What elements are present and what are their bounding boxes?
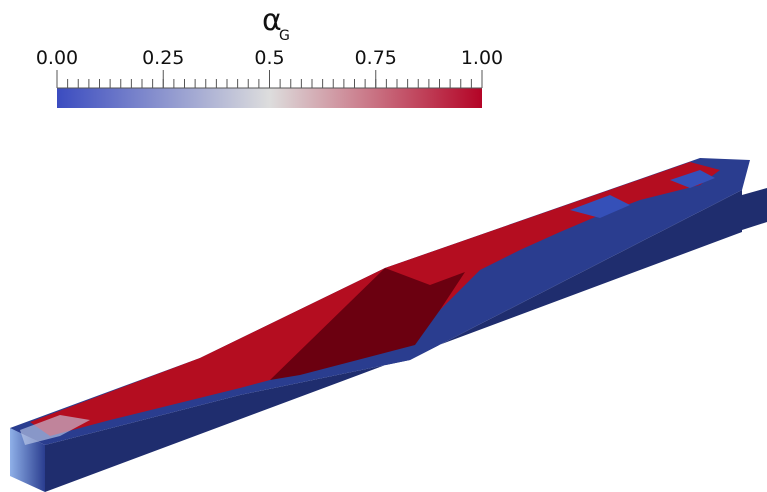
channel-geometry xyxy=(10,158,767,492)
colorbar-subscript: G xyxy=(279,28,290,44)
scene: α G 0.000.250.50.751.00 xyxy=(0,0,767,492)
tick-label: 0.00 xyxy=(36,47,78,69)
visualization: α G 0.000.250.50.751.00 xyxy=(0,0,767,492)
tick-label: 0.75 xyxy=(355,47,397,69)
tick-label: 0.25 xyxy=(142,47,184,69)
tick-label: 1.00 xyxy=(461,47,503,69)
colorbar-gradient xyxy=(57,88,482,108)
outlet-step xyxy=(742,188,767,230)
tick-label: 0.5 xyxy=(254,47,284,69)
